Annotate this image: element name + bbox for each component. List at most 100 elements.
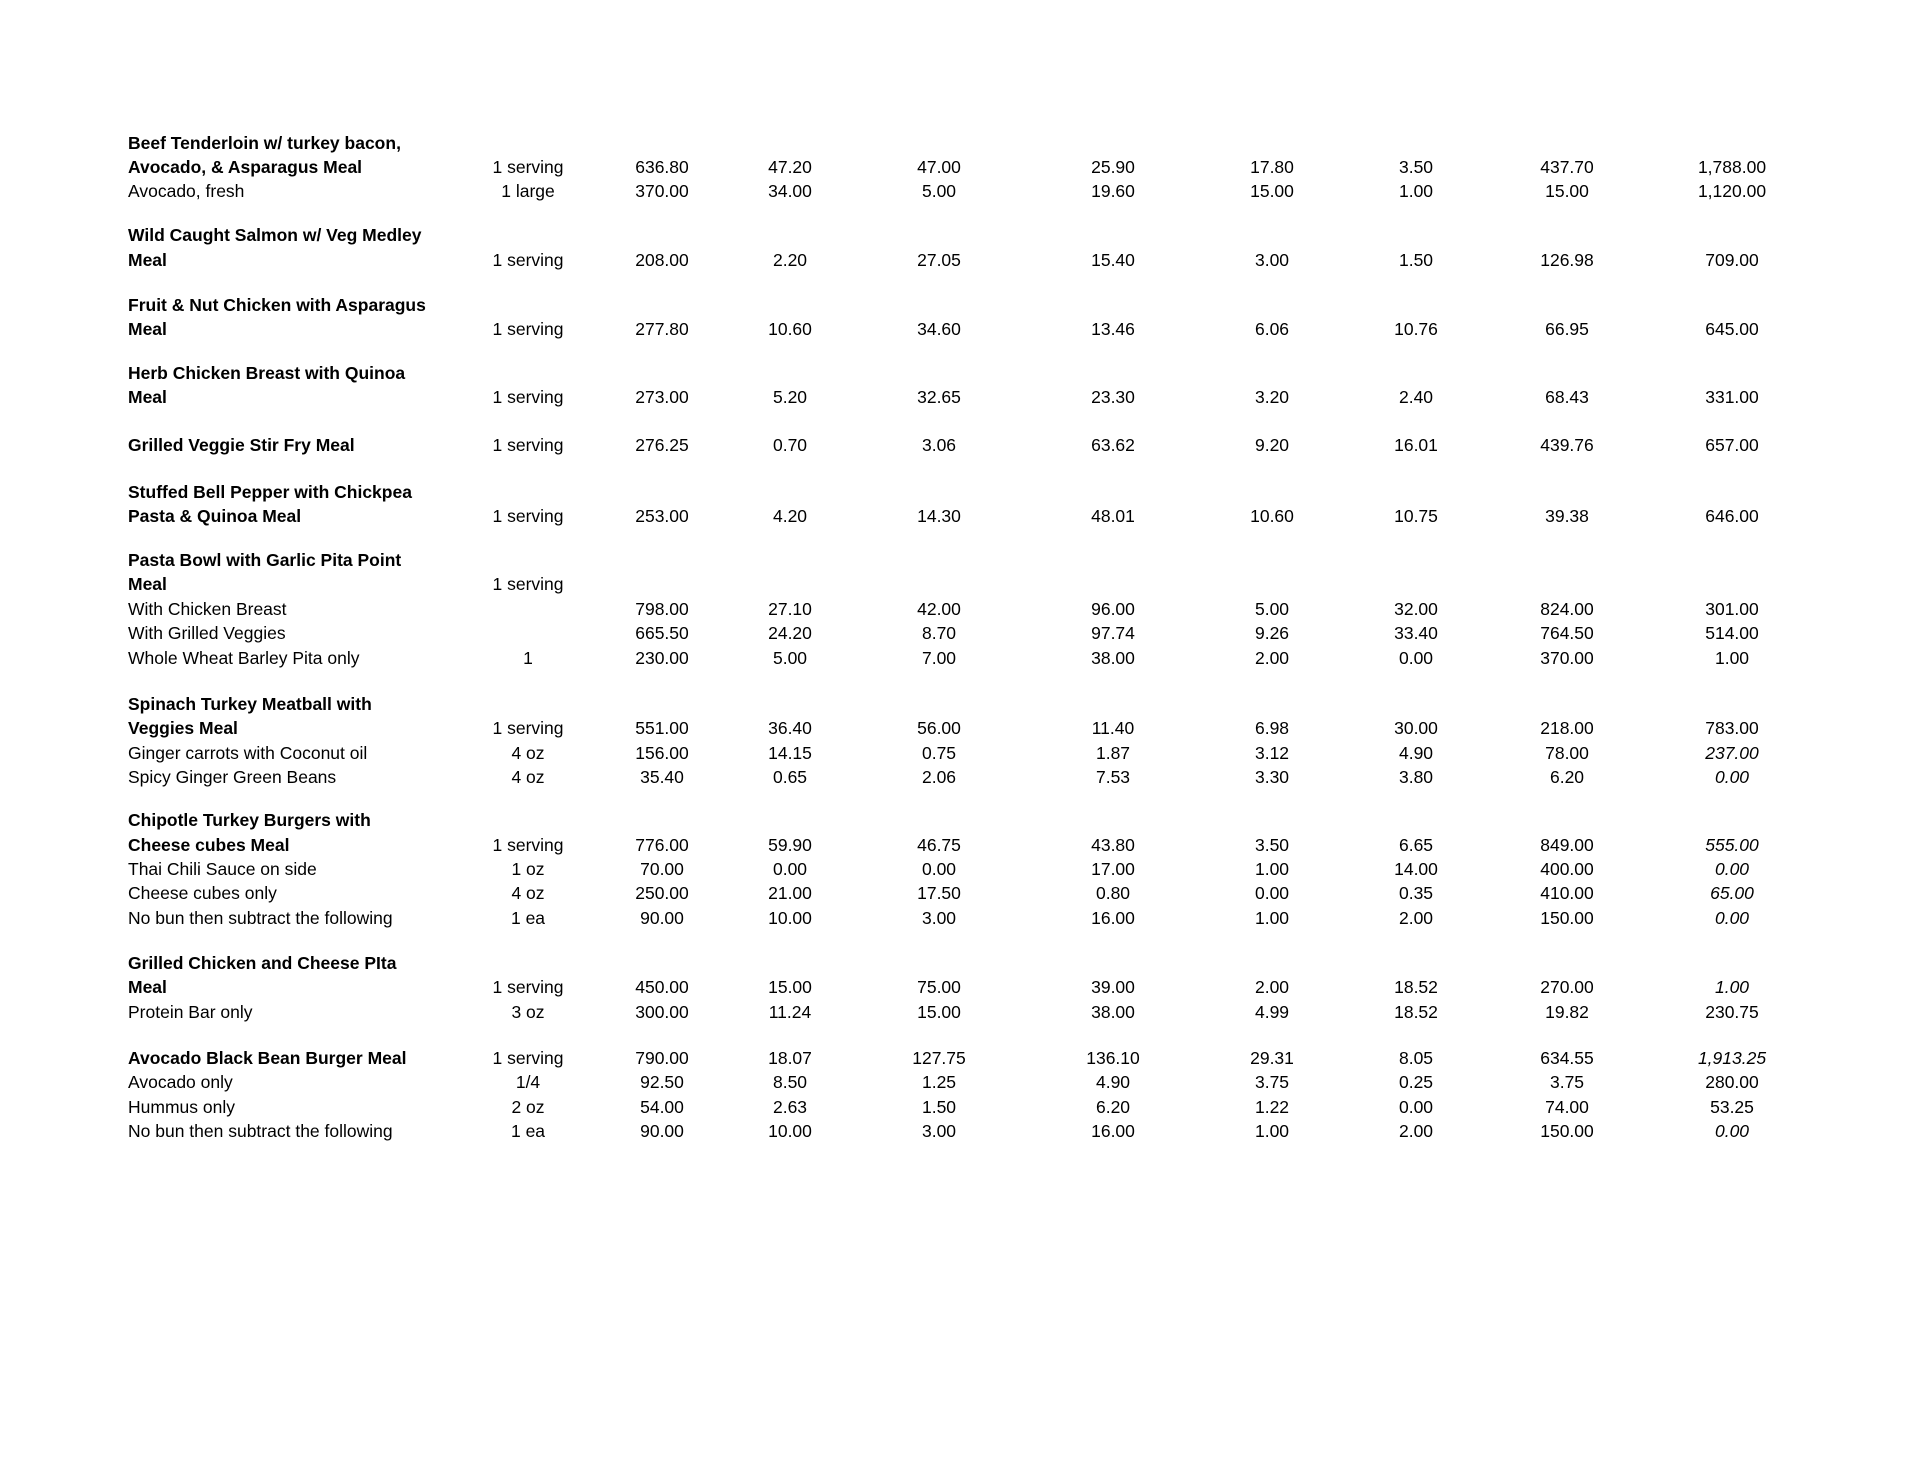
value-col-4: 0.80 bbox=[1095, 883, 1131, 904]
value-col-1: 776.00 bbox=[635, 834, 689, 855]
quantity: 1 oz bbox=[511, 859, 545, 879]
value-col-5: 1.22 bbox=[1254, 1096, 1290, 1117]
item-name: Spicy Ginger Green Beans bbox=[128, 767, 337, 787]
value-col-3: 27.05 bbox=[917, 249, 961, 270]
value-col-5: 1.00 bbox=[1254, 907, 1290, 928]
meal-row: Pasta & Quinoa Meal 1 serving 253.00 4.20 14… bbox=[0, 505, 1920, 527]
value-col-6: 18.52 bbox=[1394, 1001, 1438, 1022]
value-col-6: 32.00 bbox=[1394, 598, 1438, 619]
value-col-1: 90.00 bbox=[640, 907, 684, 928]
value-col-2: 34.00 bbox=[768, 181, 812, 202]
value-col-4: 4.90 bbox=[1095, 1072, 1131, 1093]
value-col-7: 150.00 bbox=[1540, 1121, 1594, 1142]
value-col-5: 0.00 bbox=[1254, 883, 1290, 904]
quantity: 1 ea bbox=[510, 907, 546, 928]
value-col-1: 230.00 bbox=[635, 647, 689, 668]
value-col-3: 3.00 bbox=[921, 907, 957, 928]
value-col-4: 97.74 bbox=[1091, 623, 1135, 644]
item-row: With Grilled Veggies 665.50 24.20 8.70 97.74… bbox=[0, 622, 1920, 644]
value-col-7: 78.00 bbox=[1545, 742, 1589, 763]
value-col-2: 14.15 bbox=[768, 742, 812, 763]
item-row: Whole Wheat Barley Pita only 1 230.00 5.00 7… bbox=[0, 647, 1920, 669]
value-col-7: 68.43 bbox=[1545, 387, 1589, 408]
item-name: Thai Chili Sauce on side bbox=[128, 859, 317, 879]
value-col-1: 370.00 bbox=[635, 181, 689, 202]
meal-row: Avocado, & Asparagus Meal 1 serving 636.80… bbox=[0, 156, 1920, 178]
meal-row: Spinach Turkey Meatball with bbox=[0, 693, 1920, 715]
value-col-1: 70.00 bbox=[640, 859, 684, 879]
value-col-3: 1.50 bbox=[921, 1096, 957, 1117]
value-col-3: 8.70 bbox=[921, 623, 957, 644]
value-col-6: 30.00 bbox=[1394, 718, 1438, 739]
item-name: Cheese cubes only bbox=[128, 883, 277, 904]
quantity: 4 oz bbox=[511, 742, 545, 763]
value-col-2: 0.70 bbox=[772, 434, 808, 455]
value-col-7: 410.00 bbox=[1540, 883, 1594, 904]
item-name: With Grilled Veggies bbox=[128, 623, 286, 644]
value-col-1: 253.00 bbox=[635, 506, 689, 527]
value-col-5: 2.00 bbox=[1254, 647, 1290, 668]
item-name: Meal bbox=[128, 249, 167, 270]
meal-row: Meal 1 serving 450.00 15.00 75.00 39.00 2.00 18… bbox=[0, 976, 1920, 998]
value-col-5: 15.00 bbox=[1250, 181, 1294, 202]
value-col-4: 16.00 bbox=[1091, 907, 1135, 928]
value-col-3: 15.00 bbox=[917, 1001, 961, 1022]
value-col-4: 17.00 bbox=[1091, 859, 1135, 879]
quantity: 1 serving bbox=[492, 156, 564, 177]
value-col-7: 370.00 bbox=[1540, 647, 1594, 668]
value-col-7: 764.50 bbox=[1540, 623, 1594, 644]
value-col-4: 38.00 bbox=[1091, 647, 1135, 668]
value-col-8: 783.00 bbox=[1705, 718, 1759, 739]
item-name: Avocado, fresh bbox=[128, 181, 245, 202]
meal-row: Cheese cubes Meal 1 serving 776.00 59.90 46.… bbox=[0, 834, 1920, 856]
item-name: Ginger carrots with Coconut oil bbox=[128, 742, 368, 763]
value-col-1: 54.00 bbox=[640, 1096, 684, 1117]
value-col-2: 59.90 bbox=[768, 834, 812, 855]
item-name: Veggies Meal bbox=[128, 718, 238, 739]
value-col-4: 48.01 bbox=[1091, 506, 1135, 527]
value-col-2: 24.20 bbox=[768, 623, 812, 644]
value-col-2: 2.63 bbox=[772, 1096, 808, 1117]
value-col-6: 6.65 bbox=[1398, 834, 1434, 855]
value-col-5: 29.31 bbox=[1250, 1048, 1294, 1068]
value-col-6: 33.40 bbox=[1394, 623, 1438, 644]
value-col-8: 53.25 bbox=[1710, 1096, 1754, 1117]
item-name: Whole Wheat Barley Pita only bbox=[128, 647, 360, 668]
value-col-5: 6.98 bbox=[1254, 718, 1290, 739]
item-row: Hummus only 2 oz 54.00 2.63 1.50 6.20 1.22 0.00… bbox=[0, 1096, 1920, 1118]
item-name: Avocado Black Bean Burger Meal bbox=[128, 1048, 407, 1068]
value-col-6: 18.52 bbox=[1394, 977, 1438, 998]
item-name: Beef Tenderloin w/ turkey bacon, bbox=[128, 132, 401, 153]
item-row: With Chicken Breast 798.00 27.10 42.00 96.00… bbox=[0, 598, 1920, 620]
value-col-1: 156.00 bbox=[635, 742, 689, 763]
value-col-8: 230.75 bbox=[1705, 1001, 1759, 1022]
value-col-8: 1,120.00 bbox=[1697, 181, 1767, 202]
value-col-4: 13.46 bbox=[1091, 319, 1135, 340]
value-col-4: 25.90 bbox=[1091, 156, 1135, 177]
value-col-2: 10.60 bbox=[768, 319, 812, 340]
item-name: Protein Bar only bbox=[128, 1001, 253, 1022]
value-col-2: 11.24 bbox=[768, 1001, 812, 1022]
value-col-7: 439.76 bbox=[1540, 434, 1594, 455]
meal-row: Meal 1 serving 273.00 5.20 32.65 23.30 3.20 2.4… bbox=[0, 386, 1920, 408]
value-col-6: 14.00 bbox=[1394, 859, 1438, 879]
value-col-2: 47.20 bbox=[768, 156, 812, 177]
meal-row: Herb Chicken Breast with Quinoa bbox=[0, 362, 1920, 384]
value-col-8: 331.00 bbox=[1705, 387, 1759, 408]
quantity: 1 bbox=[523, 647, 533, 668]
meal-row: Meal 1 serving 208.00 2.20 27.05 15.40 3.00 1.5… bbox=[0, 249, 1920, 271]
item-name: No bun then subtract the following bbox=[128, 907, 393, 928]
value-col-6: 2.00 bbox=[1398, 1121, 1434, 1142]
value-col-8: 645.00 bbox=[1705, 319, 1759, 340]
value-col-5: 3.00 bbox=[1254, 249, 1290, 270]
value-col-5: 6.06 bbox=[1254, 319, 1290, 340]
item-row: No bun then subtract the following 1 ea 90… bbox=[0, 1120, 1920, 1142]
value-col-5: 2.00 bbox=[1254, 977, 1290, 998]
item-name: Meal bbox=[128, 977, 167, 998]
value-col-1: 300.00 bbox=[635, 1001, 689, 1022]
value-col-2: 5.00 bbox=[772, 647, 808, 668]
value-col-7: 824.00 bbox=[1540, 598, 1594, 619]
meal-row: Meal 1 serving bbox=[0, 573, 1920, 595]
value-col-2: 21.00 bbox=[768, 883, 812, 904]
value-col-4: 38.00 bbox=[1091, 1001, 1135, 1022]
